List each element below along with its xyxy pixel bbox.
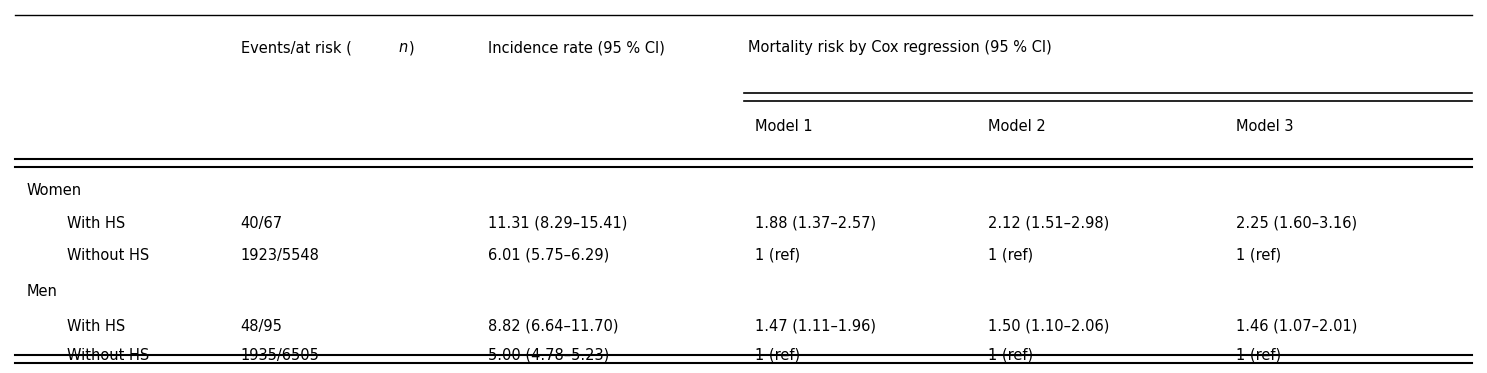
Text: With HS: With HS: [67, 216, 125, 231]
Text: 1923/5548: 1923/5548: [241, 248, 320, 263]
Text: With HS: With HS: [67, 319, 125, 333]
Text: ): ): [409, 40, 415, 55]
Text: 2.25 (1.60–3.16): 2.25 (1.60–3.16): [1236, 216, 1358, 231]
Text: 2.12 (1.51–2.98): 2.12 (1.51–2.98): [989, 216, 1109, 231]
Text: 48/95: 48/95: [241, 319, 283, 333]
Text: 1 (ref): 1 (ref): [989, 348, 1033, 363]
Text: Women: Women: [27, 184, 82, 198]
Text: Mortality risk by Cox regression (95 % CI): Mortality risk by Cox regression (95 % C…: [748, 40, 1051, 55]
Text: 1 (ref): 1 (ref): [1236, 348, 1282, 363]
Text: 1 (ref): 1 (ref): [989, 248, 1033, 263]
Text: 1 (ref): 1 (ref): [1236, 248, 1282, 263]
Text: Men: Men: [27, 284, 58, 299]
Text: 1 (ref): 1 (ref): [755, 248, 800, 263]
Text: 1.88 (1.37–2.57): 1.88 (1.37–2.57): [755, 216, 876, 231]
Text: Model 1: Model 1: [755, 119, 813, 134]
Text: n: n: [399, 40, 407, 55]
Text: Model 3: Model 3: [1236, 119, 1294, 134]
Text: 1935/6505: 1935/6505: [241, 348, 320, 363]
Text: Without HS: Without HS: [67, 248, 150, 263]
Text: Events/at risk (: Events/at risk (: [241, 40, 351, 55]
Text: 8.82 (6.64–11.70): 8.82 (6.64–11.70): [488, 319, 619, 333]
Text: 1.47 (1.11–1.96): 1.47 (1.11–1.96): [755, 319, 876, 333]
Text: 1 (ref): 1 (ref): [755, 348, 800, 363]
Text: Without HS: Without HS: [67, 348, 150, 363]
Text: 11.31 (8.29–15.41): 11.31 (8.29–15.41): [488, 216, 628, 231]
Text: 6.01 (5.75–6.29): 6.01 (5.75–6.29): [488, 248, 610, 263]
Text: Model 2: Model 2: [989, 119, 1045, 134]
Text: 1.50 (1.10–2.06): 1.50 (1.10–2.06): [989, 319, 1109, 333]
Text: 1.46 (1.07–2.01): 1.46 (1.07–2.01): [1236, 319, 1358, 333]
Text: Incidence rate (95 % CI): Incidence rate (95 % CI): [488, 40, 665, 55]
Text: 5.00 (4.78–5.23): 5.00 (4.78–5.23): [488, 348, 610, 363]
Text: 40/67: 40/67: [241, 216, 283, 231]
